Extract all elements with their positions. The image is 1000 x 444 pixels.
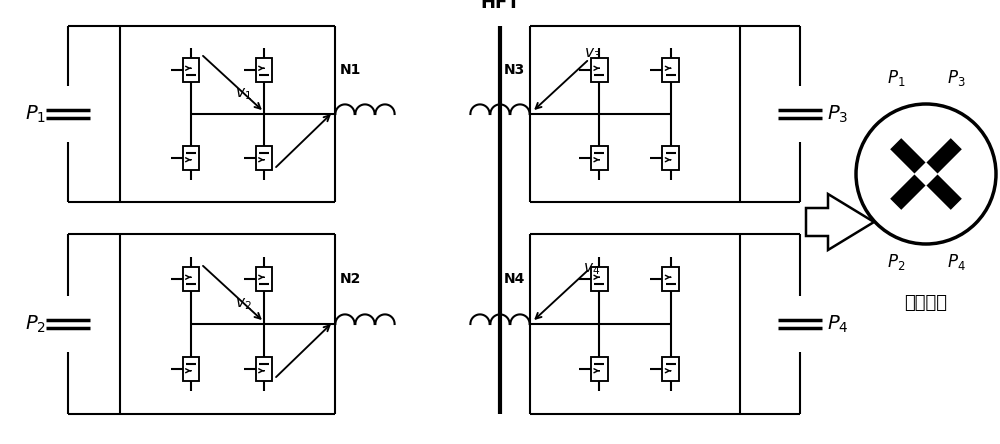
Text: N3: N3	[504, 63, 525, 77]
Bar	[256, 58, 272, 82]
Text: N4: N4	[504, 272, 525, 286]
Text: $v_3$: $v_3$	[584, 46, 600, 62]
Bar	[891, 139, 926, 174]
Text: HFT: HFT	[480, 0, 520, 12]
Bar	[183, 146, 199, 170]
Polygon shape	[806, 194, 874, 250]
Text: $P_2$: $P_2$	[25, 313, 47, 335]
Text: $P_1$: $P_1$	[887, 68, 905, 88]
Bar	[256, 267, 272, 291]
Text: $v_2$: $v_2$	[235, 296, 251, 312]
Polygon shape	[914, 162, 938, 186]
Bar	[183, 267, 199, 291]
Bar	[926, 139, 961, 174]
Bar	[591, 357, 608, 381]
Bar	[662, 267, 679, 291]
Text: $v_4$: $v_4$	[583, 261, 601, 277]
Bar	[662, 357, 679, 381]
Bar	[256, 146, 272, 170]
Text: N1: N1	[340, 63, 361, 77]
Bar	[926, 174, 961, 209]
Bar	[256, 357, 272, 381]
Text: $P_1$: $P_1$	[25, 103, 47, 125]
Text: $v_1$: $v_1$	[235, 86, 251, 102]
Text: $P_4$: $P_4$	[827, 313, 849, 335]
Text: N2: N2	[340, 272, 361, 286]
Text: $P_4$: $P_4$	[947, 252, 965, 272]
Text: $P_3$: $P_3$	[947, 68, 965, 88]
Text: $P_2$: $P_2$	[887, 252, 905, 272]
Text: $P_3$: $P_3$	[827, 103, 849, 125]
Bar	[662, 146, 679, 170]
Bar	[183, 58, 199, 82]
Bar	[591, 267, 608, 291]
Bar	[891, 174, 926, 209]
Text: 简化图例: 简化图例	[904, 294, 948, 312]
Bar	[591, 146, 608, 170]
Bar	[662, 58, 679, 82]
Bar	[591, 58, 608, 82]
Bar	[183, 357, 199, 381]
